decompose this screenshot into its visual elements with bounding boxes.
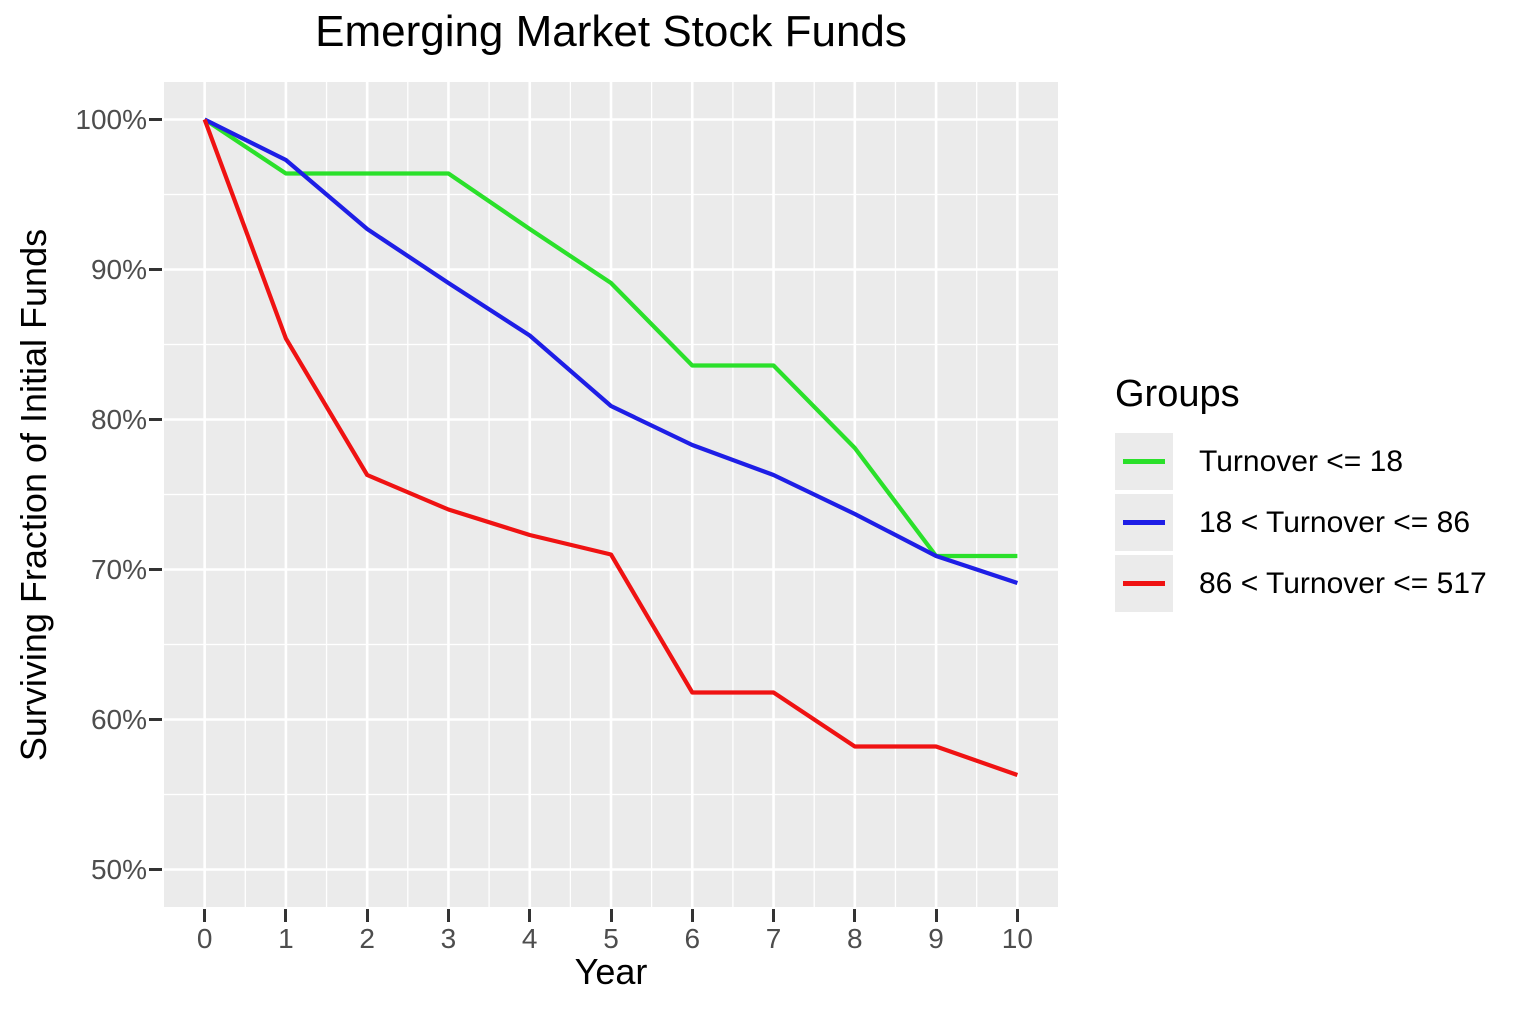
x-tick-label: 5	[603, 923, 619, 954]
plot-area	[164, 82, 1058, 907]
legend-key-box	[1115, 494, 1173, 551]
legend-key-box	[1115, 555, 1173, 612]
x-tick-mark	[772, 909, 776, 922]
plot-panel	[164, 82, 1058, 907]
x-tick-label: 0	[196, 923, 213, 954]
legend-key-line	[1123, 520, 1165, 525]
y-tick-label: 80%	[90, 403, 147, 435]
chart-title: Emerging Market Stock Funds	[315, 7, 907, 56]
x-tick-label: 6	[684, 923, 701, 954]
y-tick-mark	[149, 418, 162, 421]
series-line	[203, 117, 1018, 559]
y-tick-label: 60%	[90, 703, 147, 735]
x-tick-label: 2	[359, 923, 375, 954]
y-tick-mark	[149, 718, 162, 721]
x-tick-label: 7	[765, 923, 782, 954]
y-tick-label: 90%	[90, 253, 147, 285]
x-tick-mark	[203, 909, 207, 922]
x-axis-title: Year	[574, 951, 648, 992]
legend-row: 86 < Turnover <= 517	[1115, 555, 1487, 612]
series-line	[203, 117, 1019, 585]
x-tick-mark	[284, 909, 288, 922]
y-tick-mark	[149, 868, 162, 871]
x-tick-mark	[446, 909, 450, 922]
y-tick-mark	[149, 118, 162, 121]
x-tick-label: 1	[278, 923, 294, 954]
y-tick-mark	[149, 568, 162, 571]
x-tick-mark	[1015, 909, 1019, 922]
legend-key-box	[1115, 433, 1173, 490]
x-tick-label: 3	[440, 923, 457, 954]
y-tick-label: 100%	[75, 103, 147, 135]
series-line	[202, 118, 1019, 777]
x-tick-mark	[853, 909, 857, 922]
legend-key-line	[1123, 581, 1165, 586]
x-tick-label: 8	[847, 923, 863, 954]
legend-label: Turnover <= 18	[1199, 444, 1404, 478]
x-tick-mark	[690, 909, 694, 922]
legend-entries: Turnover <= 18 18 < Turnover <= 86 86 < Tu…	[1115, 433, 1487, 612]
legend-key-line	[1123, 459, 1165, 464]
legend-row: 18 < Turnover <= 86	[1115, 494, 1487, 551]
y-tick-label: 50%	[90, 853, 147, 885]
legend-label: 86 < Turnover <= 517	[1199, 566, 1487, 600]
y-tick-mark	[149, 268, 162, 271]
y-axis-title: Surviving Fraction of Initial Funds	[13, 228, 54, 762]
y-tick-label: 70%	[90, 553, 147, 585]
x-tick-mark	[934, 909, 938, 922]
x-tick-label: 10	[1001, 923, 1033, 954]
x-tick-mark	[528, 909, 532, 922]
x-tick-mark	[609, 909, 613, 922]
legend-title: Groups	[1115, 373, 1240, 415]
legend-label: 18 < Turnover <= 86	[1199, 505, 1471, 539]
legend-row: Turnover <= 18	[1115, 433, 1487, 490]
x-tick-label: 4	[521, 923, 538, 954]
x-tick-mark	[365, 909, 369, 922]
x-tick-label: 9	[928, 923, 944, 954]
legend: Groups Turnover <= 18 18 < Turnover <= 86…	[1115, 372, 1487, 616]
